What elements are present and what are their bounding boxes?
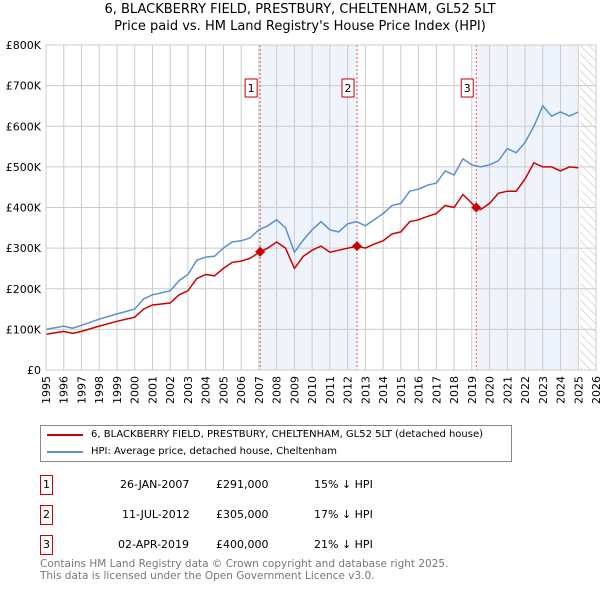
x-tick-label: 2018 <box>448 376 461 404</box>
chart-subtitle: Price paid vs. HM Land Registry's House … <box>114 19 486 34</box>
sale-label-box <box>460 78 474 98</box>
chart-title: 6, BLACKBERRY FIELD, PRESTBURY, CHELTENH… <box>104 2 496 17</box>
footer: Contains HM Land Registry data © Crown c… <box>40 558 448 582</box>
x-tick-label: 2013 <box>359 376 372 404</box>
x-tick-label: 2016 <box>413 376 426 404</box>
plot-border <box>45 44 597 371</box>
sale-label-number: 2 <box>345 82 352 95</box>
sale-hpi-diff: 17% ↓ HPI <box>314 508 373 521</box>
sale-label-box <box>341 78 355 98</box>
sale-point <box>471 202 482 213</box>
x-tick-label: 2007 <box>253 376 266 404</box>
x-tick-label: 2026 <box>590 376 600 404</box>
sale-marker-number: 2 <box>40 505 53 525</box>
x-tick-label: 2009 <box>288 376 301 404</box>
x-tick-label: 2006 <box>235 376 248 404</box>
x-tick-label: 1996 <box>58 376 71 404</box>
legend-hpi-swatch <box>47 450 83 453</box>
y-tick-label: £600K <box>6 120 42 133</box>
y-tick-label: £300K <box>6 242 42 255</box>
x-tick-label: 1998 <box>93 376 106 404</box>
sale-hpi-diff: 21% ↓ HPI <box>314 538 373 551</box>
sale-label-number: 3 <box>464 82 471 95</box>
x-tick-label: 2024 <box>555 376 568 404</box>
x-tick-label: 2020 <box>484 376 497 404</box>
x-tick-label: 2025 <box>572 376 585 404</box>
y-tick-label: £500K <box>6 161 42 174</box>
sale-row: 1 26-JAN-2007 £291,000 15% ↓ HPI <box>40 475 400 495</box>
x-tick-label: 2005 <box>217 376 230 404</box>
x-tick-label: 2017 <box>430 376 443 404</box>
sale-marker-number: 1 <box>40 475 53 495</box>
hpi-line <box>45 104 579 331</box>
sale-point <box>255 246 266 257</box>
y-tick-label: £200K <box>6 283 42 296</box>
x-tick-label: 2014 <box>377 376 390 404</box>
x-tick-label: 2003 <box>182 376 195 404</box>
x-tick-label: 2010 <box>306 376 319 404</box>
y-tick-label: £400K <box>6 202 42 215</box>
x-tick-label: 2019 <box>466 376 479 404</box>
price-chart: 1995 1996 1997 1998 1999 2000 2001 2002 2003 2004… <box>6 39 600 404</box>
y-tick-label: £700K <box>6 80 42 93</box>
x-tick-label: 2022 <box>519 376 532 404</box>
sale-marker-number: 3 <box>40 535 53 555</box>
sale-price: £305,000 <box>216 508 269 521</box>
x-tick-label: 2023 <box>537 376 550 404</box>
x-tick-label: 2021 <box>501 376 514 404</box>
sale-row: 3 02-APR-2019 £400,000 21% ↓ HPI <box>40 535 400 555</box>
price-paid-line <box>45 161 579 336</box>
sale-hpi-diff: 15% ↓ HPI <box>314 478 373 491</box>
x-tick-label: 1997 <box>75 376 88 404</box>
legend-hpi-label: HPI: Average price, detached house, Chel… <box>91 446 337 457</box>
legend-price-swatch <box>47 433 83 436</box>
y-tick-label: £800K <box>6 39 42 52</box>
x-tick-label: 1999 <box>111 376 124 404</box>
sale-price: £400,000 <box>216 538 269 551</box>
x-tick-label: 2002 <box>164 376 177 404</box>
sale-price: £291,000 <box>216 478 269 491</box>
x-tick-label: 2001 <box>146 376 159 404</box>
sale-date: 11-JUL-2012 <box>122 508 190 521</box>
legend: 6, BLACKBERRY FIELD, PRESTBURY, CHELTENH… <box>40 425 512 462</box>
sale-date: 02-APR-2019 <box>118 538 190 551</box>
x-tick-label: 2008 <box>271 376 284 404</box>
sale-date: 26-JAN-2007 <box>120 478 190 491</box>
sale-label-number: 1 <box>248 82 255 95</box>
x-tick-label: 2015 <box>395 376 408 404</box>
sale-label-box <box>244 78 258 98</box>
x-tick-label: 2011 <box>324 376 337 404</box>
x-tick-label: 2004 <box>200 376 213 404</box>
sale-row: 2 11-JUL-2012 £305,000 17% ↓ HPI <box>40 505 400 525</box>
x-tick-label: 1995 <box>40 376 53 404</box>
sale-point <box>352 241 363 252</box>
y-tick-label: £100K <box>6 323 42 336</box>
footer-line-2: This data is licensed under the Open Gov… <box>40 570 375 582</box>
x-tick-label: 2012 <box>342 376 355 404</box>
footer-line-1: Contains HM Land Registry data © Crown c… <box>40 558 449 570</box>
y-tick-label: £0 <box>27 364 41 377</box>
x-tick-label: 2000 <box>129 376 142 404</box>
legend-price-label: 6, BLACKBERRY FIELD, PRESTBURY, CHELTENH… <box>91 429 484 440</box>
